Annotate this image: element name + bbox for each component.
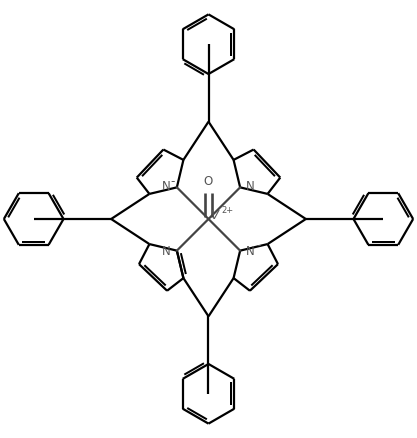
Text: N: N <box>246 244 255 258</box>
Text: 2+: 2+ <box>222 206 234 215</box>
Text: N: N <box>246 180 255 194</box>
Text: V: V <box>211 209 219 222</box>
Text: -: - <box>256 239 261 252</box>
Text: O: O <box>204 175 213 188</box>
Text: N: N <box>162 180 171 194</box>
Text: N: N <box>162 244 171 258</box>
Text: -: - <box>170 175 174 188</box>
